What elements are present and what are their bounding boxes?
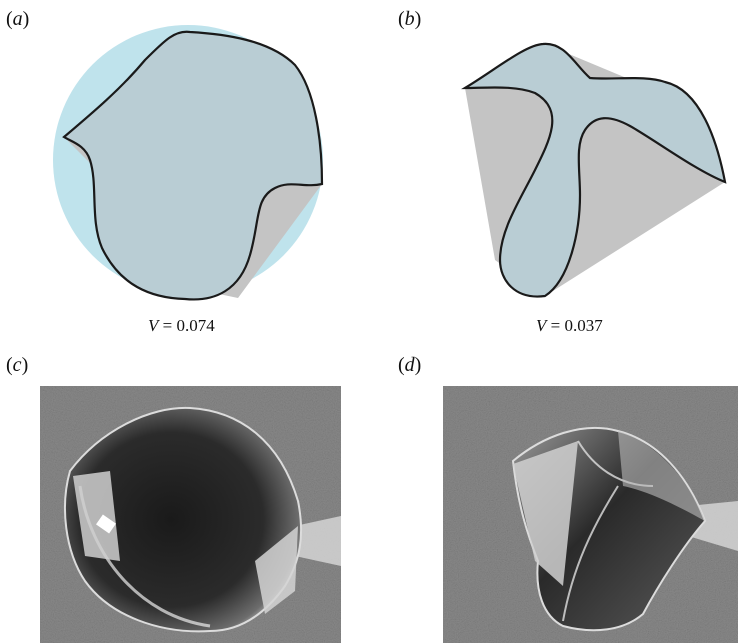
panel-label-c: (c) [6, 354, 28, 377]
panel-label-open: ( [398, 354, 405, 376]
droplet-photo-d [443, 386, 738, 643]
caption-variable: V [536, 316, 547, 335]
wetted-patch-left [513, 441, 578, 586]
panel-label-close: ) [414, 354, 422, 376]
wetted-patch-right [255, 526, 298, 614]
panel-label-a: (a) [6, 8, 29, 31]
panel-label-open: ( [6, 8, 13, 30]
panel-label-close: ) [21, 354, 29, 376]
panel-label-open: ( [398, 8, 405, 30]
panel-label-d: (d) [398, 354, 421, 377]
caption-value: = 0.037 [546, 316, 603, 335]
panel-label-letter: a [12, 8, 23, 30]
bright-lobe [618, 431, 705, 521]
droplet-outline [62, 30, 324, 301]
panel-label-b: (b) [398, 8, 421, 31]
panel-label-open: ( [6, 354, 13, 376]
droplet-photo-c [40, 386, 341, 643]
specular-highlight [96, 514, 116, 534]
panel-label-close: ) [414, 8, 422, 30]
caption-variable: V [148, 316, 159, 335]
caption-b: V = 0.037 [536, 316, 603, 336]
panel-label-close: ) [22, 8, 30, 30]
caption-a: V = 0.074 [148, 316, 215, 336]
panel-label-letter: c [12, 354, 22, 376]
droplet-outline [461, 42, 727, 298]
shadow-streak [295, 516, 341, 566]
panel-label-letter: d [404, 354, 415, 376]
droplet-diagram-a [53, 25, 324, 301]
wetted-patch-left [73, 471, 120, 561]
caption-value: = 0.074 [158, 316, 215, 335]
panel-label-letter: b [404, 8, 415, 30]
droplet-diagram-b [461, 42, 727, 298]
